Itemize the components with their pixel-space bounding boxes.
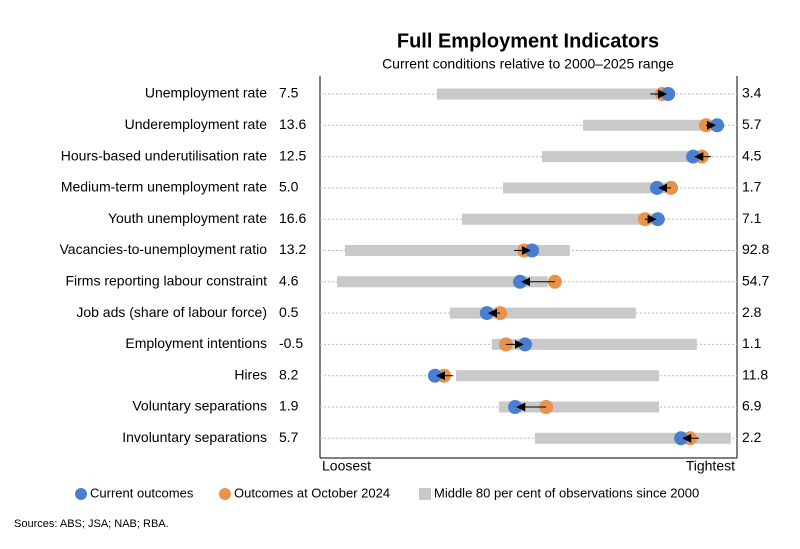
category-label: Youth unemployment rate — [108, 210, 267, 226]
range-bar — [491, 338, 697, 350]
range-bar — [542, 151, 701, 163]
source: Sources: ABS; JSA; NAB; RBA. — [14, 518, 169, 530]
legend-swatch — [219, 488, 231, 500]
left-value: 7.5 — [279, 85, 299, 101]
left-value: 13.2 — [279, 241, 306, 257]
range-bar — [461, 213, 658, 225]
right-value: 11.8 — [742, 366, 768, 382]
category-label: Vacancies-to-unemployment ratio — [59, 241, 267, 257]
right-value: 3.4 — [742, 85, 762, 101]
range-bar — [534, 432, 731, 444]
category-label: Job ads (share of labour force) — [76, 304, 267, 320]
left-value: 13.6 — [279, 116, 306, 132]
right-value: 92.8 — [742, 241, 769, 257]
category-label: Hires — [234, 366, 267, 382]
left-value: 12.5 — [279, 147, 306, 163]
range-bar — [437, 88, 665, 100]
left-value: 5.7 — [279, 429, 299, 445]
chart-subtitle: Current conditions relative to 2000–2025… — [382, 56, 674, 72]
legend-swatch — [419, 488, 431, 500]
right-value: 5.7 — [742, 116, 762, 132]
range-bar — [337, 276, 548, 288]
right-value: 4.5 — [742, 147, 762, 163]
category-label: Involuntary separations — [122, 429, 267, 445]
legend-label: Current outcomes — [90, 485, 194, 500]
category-label: Unemployment rate — [145, 85, 267, 101]
chart-title: Full Employment Indicators — [397, 30, 659, 52]
legend-label: Outcomes at October 2024 — [234, 485, 390, 500]
category-label: Voluntary separations — [132, 398, 267, 414]
range-bar — [498, 401, 660, 413]
range-bar — [456, 370, 660, 382]
left-value: 4.6 — [279, 273, 299, 289]
right-value: 6.9 — [742, 398, 762, 414]
range-bar — [503, 182, 669, 194]
x-label-high: Tightest — [686, 458, 735, 474]
range-bar — [344, 245, 570, 256]
category-label: Firms reporting labour constraint — [65, 273, 267, 289]
range-bar — [583, 119, 713, 131]
x-label-low: Loosest — [322, 458, 371, 474]
right-value: 1.7 — [742, 179, 762, 195]
category-label: Underemployment rate — [125, 116, 268, 132]
right-value: 54.7 — [742, 273, 769, 289]
left-value: 8.2 — [279, 366, 299, 382]
right-value: 2.8 — [742, 304, 762, 320]
right-value: 1.1 — [742, 335, 762, 351]
left-value: 16.6 — [279, 210, 306, 226]
left-value: -0.5 — [279, 335, 303, 351]
legend-label: Middle 80 per cent of observations since… — [434, 485, 699, 500]
right-value: 7.1 — [742, 210, 762, 226]
category-label: Hours-based underutilisation rate — [61, 147, 267, 163]
left-value: 1.9 — [279, 398, 299, 414]
legend-swatch — [75, 488, 87, 500]
right-value: 2.2 — [742, 429, 762, 445]
left-value: 5.0 — [279, 179, 299, 195]
range-bar — [449, 307, 636, 319]
left-value: 0.5 — [279, 304, 299, 320]
category-label: Medium-term unemployment rate — [61, 179, 267, 195]
category-label: Employment intentions — [125, 335, 267, 351]
